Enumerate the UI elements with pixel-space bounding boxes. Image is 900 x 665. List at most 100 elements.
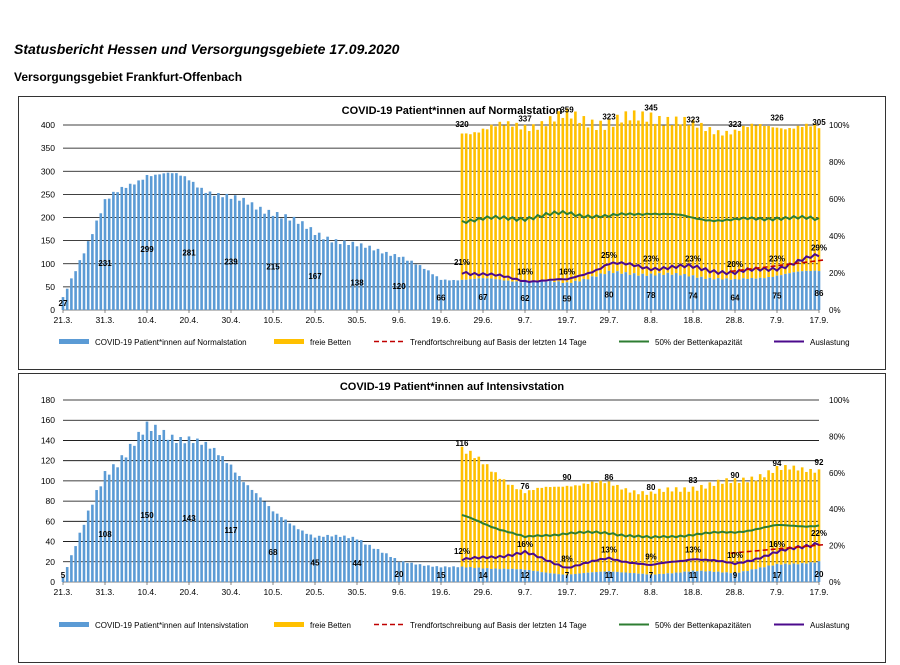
patient-bar: [116, 467, 119, 582]
patient-bar: [469, 279, 472, 310]
patient-bar: [653, 574, 657, 582]
patient-bar: [511, 281, 514, 310]
patient-bar: [775, 275, 779, 310]
patient-bar: [154, 174, 157, 310]
patient-bar: [317, 535, 321, 582]
free-beds-bar: [527, 131, 531, 283]
patient-data-label: 108: [98, 530, 112, 539]
patient-bar: [217, 193, 220, 310]
patient-bar: [431, 566, 434, 582]
patient-bar: [368, 245, 371, 310]
patient-bar: [674, 572, 678, 582]
patient-bar: [683, 273, 686, 310]
free-beds-bar: [607, 119, 611, 271]
patient-bar: [435, 566, 439, 582]
free-beds-bar: [561, 486, 565, 575]
patient-bar: [103, 471, 107, 582]
free-beds-bar: [767, 470, 770, 566]
patient-bar: [296, 223, 300, 310]
free-beds-data-label: 86: [605, 473, 614, 482]
patient-bar: [788, 273, 791, 310]
free-beds-bar: [578, 485, 581, 574]
patient-bar: [305, 228, 308, 310]
utilization-data-label: 10%: [727, 551, 743, 560]
patient-bar: [767, 277, 770, 310]
patient-bar: [624, 272, 628, 310]
patient-bar: [128, 443, 132, 582]
patient-bar: [326, 534, 329, 582]
x-tick-label: 20.5.: [306, 315, 325, 325]
utilization-data-label: 23%: [643, 254, 659, 263]
free-beds-bar: [716, 130, 720, 279]
x-tick-label: 28.8.: [726, 315, 745, 325]
free-beds-bar: [557, 111, 560, 282]
patient-bar: [296, 529, 300, 582]
free-beds-bar: [746, 482, 749, 572]
patient-data-label: 78: [647, 291, 656, 300]
patient-data-label: 120: [392, 282, 406, 291]
patient-bar: [242, 482, 245, 582]
patient-bar: [742, 278, 745, 310]
free-beds-bar: [817, 469, 821, 562]
patient-data-label: 9: [733, 571, 738, 580]
patient-bar: [599, 571, 602, 582]
free-beds-bar: [796, 125, 800, 272]
patient-bar: [70, 555, 73, 582]
patient-bar: [301, 530, 304, 582]
patient-bar: [78, 260, 82, 310]
patient-bar: [578, 281, 581, 310]
free-beds-bar: [805, 123, 808, 271]
patient-bar: [809, 271, 812, 310]
patient-bar: [280, 218, 283, 310]
y-tick-label: 150: [41, 236, 55, 246]
patient-bar: [779, 275, 783, 310]
x-tick-label: 29.7.: [600, 315, 619, 325]
patient-bar: [225, 193, 229, 310]
y-tick-label: 40: [46, 537, 56, 547]
x-tick-label: 9.7.: [518, 315, 532, 325]
patient-bar: [242, 197, 245, 310]
patient-bar: [712, 279, 716, 310]
y2-tick-label: 0%: [829, 306, 841, 315]
patient-bar: [212, 195, 216, 310]
patient-bar: [490, 568, 493, 582]
patient-bar: [166, 172, 170, 310]
patient-bar: [490, 278, 493, 310]
y-tick-label: 20: [46, 557, 56, 567]
free-beds-bar: [687, 491, 691, 572]
free-beds-bar: [515, 122, 518, 282]
patient-bar: [527, 282, 531, 310]
free-beds-bar: [704, 488, 707, 572]
page-title: Statusbericht Hessen und Versorgungsgebi…: [14, 41, 400, 57]
patient-bar: [191, 181, 195, 310]
patient-bar: [78, 532, 82, 582]
free-beds-bar: [582, 483, 586, 574]
legend-label: Auslastung: [810, 338, 850, 347]
x-tick-label: 31.3.: [96, 587, 115, 597]
patient-bar: [754, 278, 758, 310]
patient-bar: [351, 241, 355, 310]
free-beds-bar: [540, 121, 544, 281]
free-beds-bar: [637, 494, 640, 574]
y-tick-label: 100: [41, 476, 55, 486]
free-beds-bar: [490, 471, 493, 569]
free-beds-bar: [553, 121, 556, 283]
patient-bar: [154, 424, 157, 582]
free-beds-bar: [708, 482, 712, 572]
patient-data-label: 15: [437, 571, 446, 580]
free-beds-bar: [557, 486, 560, 575]
free-beds-bar: [506, 484, 510, 570]
patient-bar: [691, 570, 695, 582]
patient-bar: [137, 180, 140, 310]
free-beds-bar: [641, 491, 644, 574]
patient-bar: [397, 561, 401, 582]
free-beds-bar: [695, 490, 699, 572]
free-beds-data-label: 323: [602, 113, 616, 122]
patient-bar: [511, 568, 514, 582]
patient-bar: [414, 564, 418, 582]
x-tick-label: 30.5.: [348, 587, 367, 597]
patient-bar: [254, 209, 258, 310]
patient-bar: [658, 573, 661, 582]
patient-bar: [170, 173, 174, 310]
patient-bar: [616, 571, 619, 582]
